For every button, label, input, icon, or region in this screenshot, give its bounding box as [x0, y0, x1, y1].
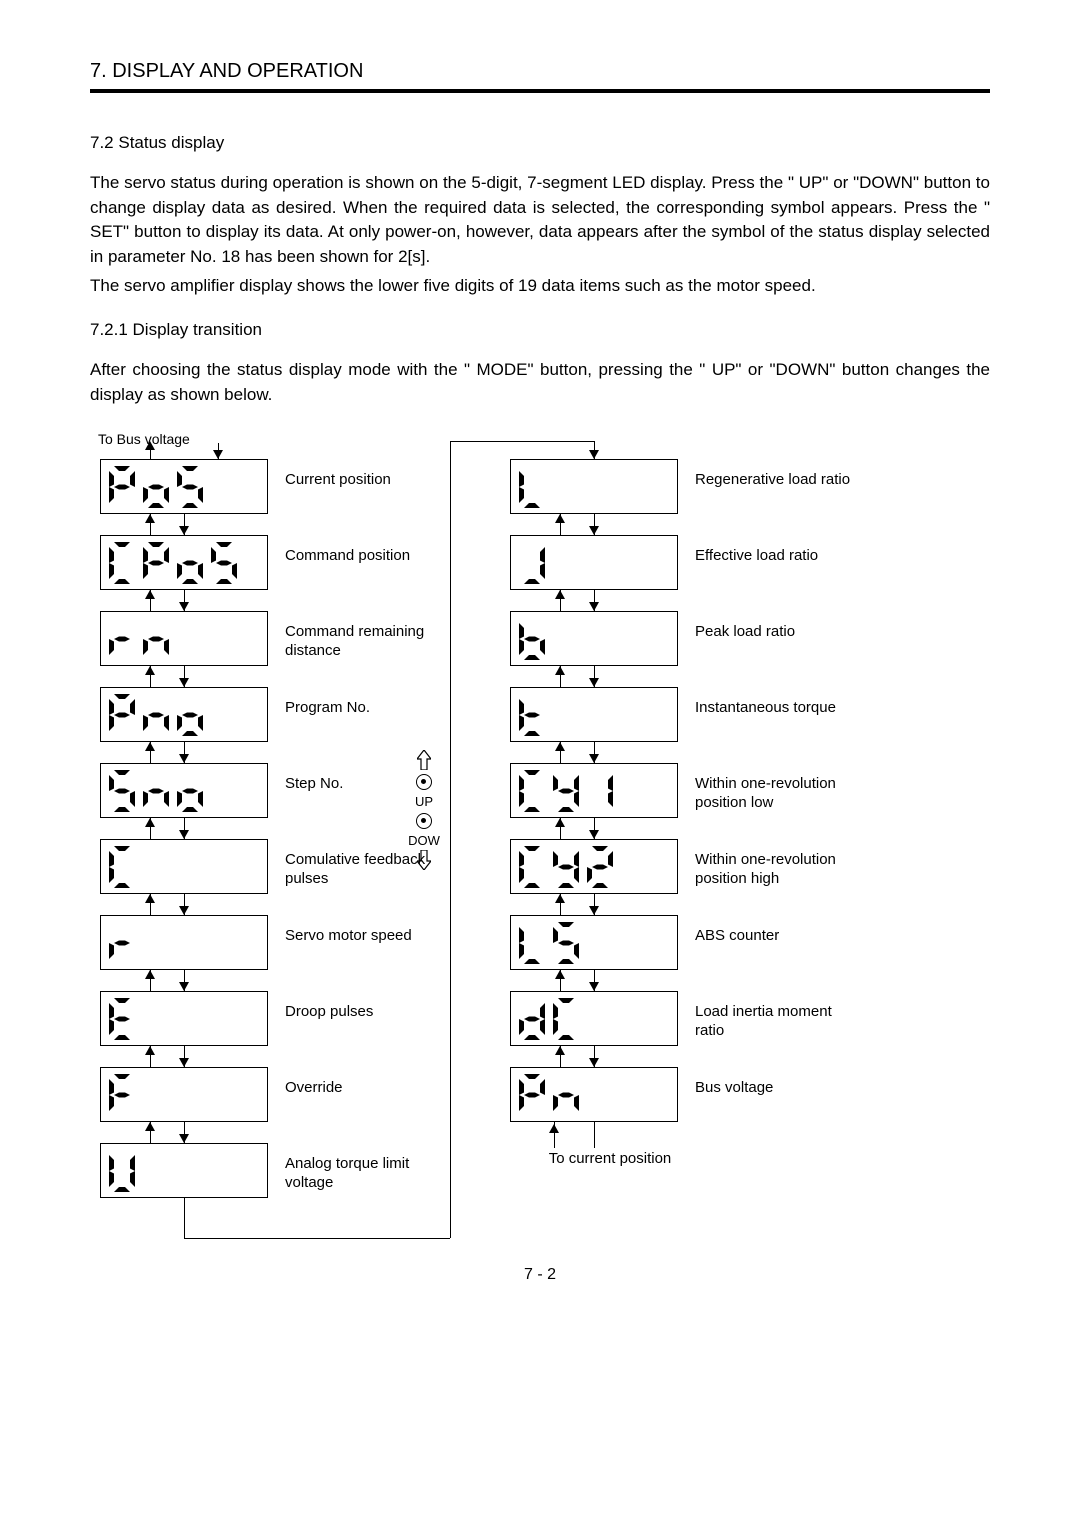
right-label-2: Peak load ratio: [695, 623, 865, 642]
right-display-7: [510, 991, 678, 1046]
page-number: 7 - 2: [90, 1258, 990, 1284]
left-display-7: [100, 991, 268, 1046]
right-label-3: Instantaneous torque: [695, 699, 865, 718]
right-display-5: [510, 839, 678, 894]
left-display-2: [100, 611, 268, 666]
right-label-8: Bus voltage: [695, 1079, 865, 1098]
left-display-4: [100, 763, 268, 818]
left-display-9: [100, 1143, 268, 1198]
right-display-3: [510, 687, 678, 742]
subsection-title: 7.2.1 Display transition: [90, 320, 990, 340]
left-label-6: Servo motor speed: [285, 927, 455, 946]
chapter-title: 7. DISPLAY AND OPERATION: [90, 60, 363, 82]
right-label-0: Regenerative load ratio: [695, 471, 865, 490]
up-button-icon: [416, 774, 432, 790]
right-label-4: Within one-revolution position low: [695, 775, 865, 813]
right-display-4: [510, 763, 678, 818]
up-label: UP: [415, 794, 433, 809]
right-display-8: [510, 1067, 678, 1122]
right-label-1: Effective load ratio: [695, 547, 865, 566]
bottom-note: To current position: [510, 1150, 710, 1167]
body-paragraph-2: After choosing the status display mode w…: [90, 358, 990, 407]
right-label-5: Within one-revolution position high: [695, 851, 865, 889]
left-label-0: Current position: [285, 471, 455, 490]
right-label-6: ABS counter: [695, 927, 865, 946]
right-display-1: [510, 535, 678, 590]
body-paragraph-1: The servo status during operation is sho…: [90, 171, 990, 270]
right-label-7: Load inertia moment ratio: [695, 1003, 865, 1041]
left-display-8: [100, 1067, 268, 1122]
up-down-buttons: UP DOW: [400, 748, 448, 872]
left-label-2: Command remaining distance: [285, 623, 455, 661]
up-arrow-icon: [417, 750, 431, 770]
left-label-8: Override: [285, 1079, 455, 1098]
down-arrow-icon: [417, 850, 431, 870]
right-display-0: [510, 459, 678, 514]
left-display-3: [100, 687, 268, 742]
body-paragraph-1b: The servo amplifier display shows the lo…: [90, 274, 990, 299]
section-title: 7.2 Status display: [90, 133, 990, 153]
left-label-7: Droop pulses: [285, 1003, 455, 1022]
right-display-2: [510, 611, 678, 666]
left-label-1: Command position: [285, 547, 455, 566]
top-note: To Bus voltage: [98, 431, 190, 447]
right-display-6: [510, 915, 678, 970]
left-label-9: Analog torque limit voltage: [285, 1155, 455, 1193]
left-display-1: [100, 535, 268, 590]
display-transition-diagram: To Bus voltage Current position Command p…: [90, 429, 990, 1258]
left-label-3: Program No.: [285, 699, 455, 718]
left-display-0: [100, 459, 268, 514]
left-display-6: [100, 915, 268, 970]
left-display-5: [100, 839, 268, 894]
down-label: DOW: [408, 833, 440, 848]
down-button-icon: [416, 813, 432, 829]
